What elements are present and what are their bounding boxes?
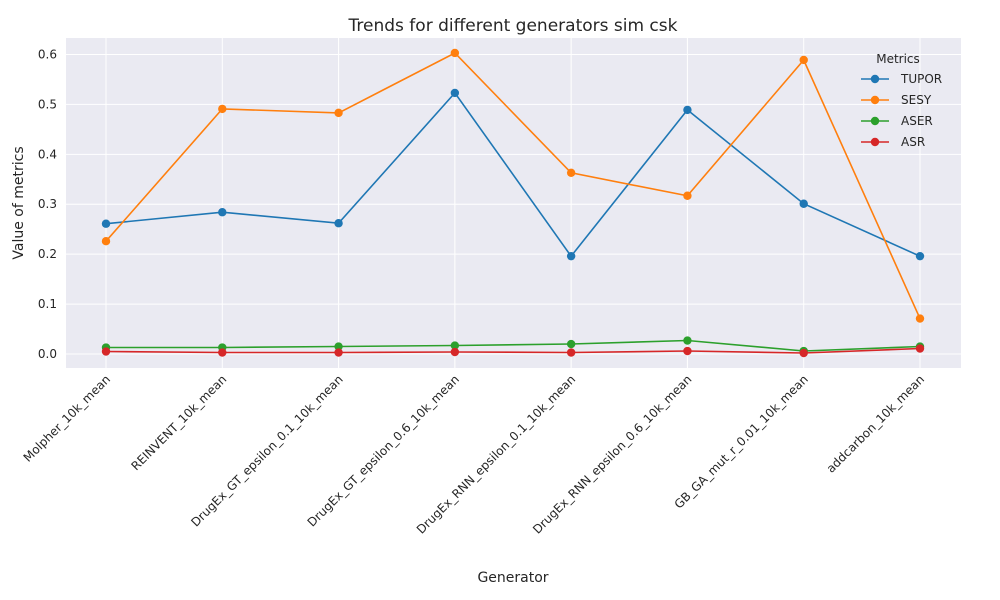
data-point-asr xyxy=(450,347,460,357)
legend-label: ASR xyxy=(901,135,925,149)
legend: Metrics TUPOR SESY ASER ASR xyxy=(861,52,942,149)
series-line-aser xyxy=(106,339,921,352)
chart-title: Trends for different generators sim csk xyxy=(348,16,678,36)
x-tick-label: addcarbon_10k_mean xyxy=(824,372,927,475)
series-lines xyxy=(105,52,921,354)
y-tick-label: 0.5 xyxy=(38,97,57,111)
data-point-sesy xyxy=(218,104,227,114)
data-point-tupor xyxy=(566,251,576,261)
data-point-asr xyxy=(915,344,925,353)
legend-marker-tupor xyxy=(870,74,880,84)
data-point-asr xyxy=(799,348,808,358)
series-line-sesy xyxy=(105,52,921,319)
data-point-sesy xyxy=(101,236,111,246)
legend-marker-sesy xyxy=(870,95,880,105)
data-point-aser xyxy=(450,341,460,350)
data-point-sesy xyxy=(566,168,576,177)
data-point-tupor xyxy=(101,219,111,228)
legend-label: ASER xyxy=(901,114,933,128)
x-tick-label: Molpher_10k_mean xyxy=(21,372,114,465)
data-point-aser xyxy=(683,336,692,345)
legend-marker-asr xyxy=(870,137,880,147)
data-point-asr xyxy=(101,347,111,356)
data-point-tupor xyxy=(915,251,925,261)
x-axis-title: Generator xyxy=(477,570,548,586)
x-tick-label: REINVENT_10k_mean xyxy=(128,372,229,473)
data-point-tupor xyxy=(683,105,692,115)
y-axis-title: Value of metrics xyxy=(11,146,27,259)
series-points xyxy=(101,48,925,358)
data-point-sesy xyxy=(799,55,808,65)
y-tick-label: 0.2 xyxy=(38,247,57,261)
y-tick-labels: 0.0 0.1 0.2 0.3 0.4 0.5 0.6 xyxy=(38,47,57,361)
data-point-tupor xyxy=(450,88,460,98)
x-tick-labels: Molpher_10k_mean REINVENT_10k_meanDrugEx_… xyxy=(21,372,928,536)
data-point-sesy xyxy=(683,191,692,200)
data-point-aser xyxy=(334,342,343,351)
data-point-sesy xyxy=(334,108,343,118)
data-point-asr xyxy=(566,348,576,357)
plot-area xyxy=(66,38,961,368)
data-point-aser xyxy=(566,339,576,349)
y-tick-label: 0.1 xyxy=(38,297,57,311)
data-point-sesy xyxy=(450,48,460,58)
data-point-asr xyxy=(334,348,343,357)
data-point-tupor xyxy=(799,199,808,208)
data-point-sesy xyxy=(915,314,925,323)
legend-marker-aser xyxy=(870,116,880,126)
data-point-tupor xyxy=(218,208,227,217)
y-tick-label: 0.6 xyxy=(38,47,57,61)
data-point-asr xyxy=(683,346,692,356)
legend-title: Metrics xyxy=(876,52,920,66)
x-tick-label: GB_GA_mut_r_0.01_10k_mean xyxy=(672,372,811,511)
y-tick-label: 0.3 xyxy=(38,197,57,211)
series-line-tupor xyxy=(105,91,921,258)
data-point-tupor xyxy=(334,219,343,228)
legend-label: SESY xyxy=(901,93,932,107)
series-line-asr xyxy=(105,347,921,354)
y-tick-label: 0.0 xyxy=(38,347,57,361)
y-tick-label: 0.4 xyxy=(38,147,57,161)
data-point-asr xyxy=(218,348,227,357)
legend-label: TUPOR xyxy=(900,72,942,86)
